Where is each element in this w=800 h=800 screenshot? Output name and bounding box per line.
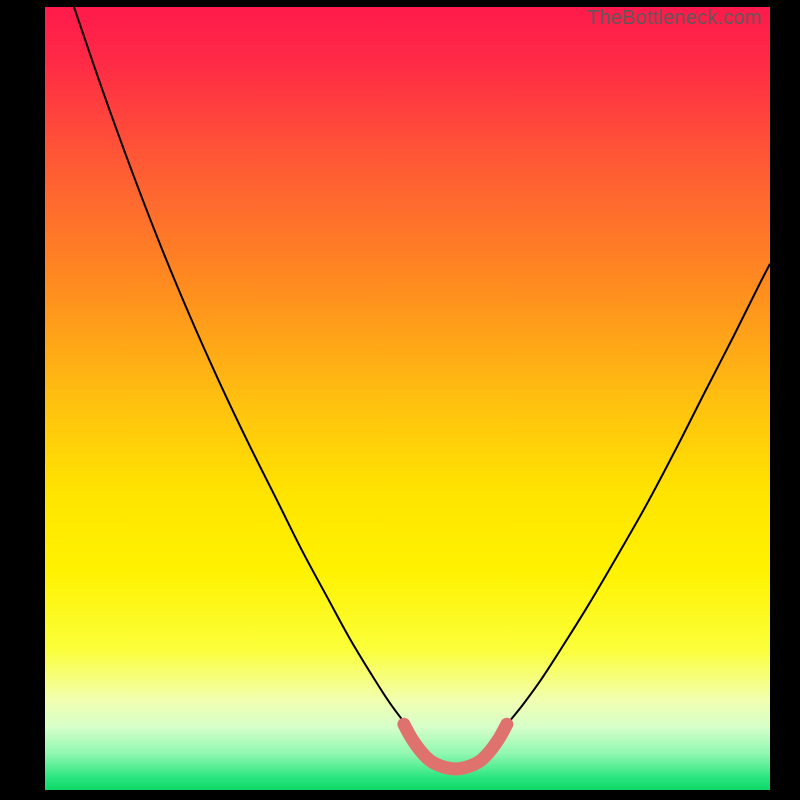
- indicator-path: [404, 724, 507, 769]
- frame-border-bottom: [0, 790, 800, 800]
- plot-area: TheBottleneck.com: [45, 7, 770, 790]
- frame-border-top: [0, 0, 800, 7]
- frame-border-left: [0, 0, 45, 800]
- bottleneck-chart: TheBottleneck.com: [0, 0, 800, 800]
- watermark-text: TheBottleneck.com: [587, 7, 762, 30]
- frame-border-right: [770, 0, 800, 800]
- optimal-range-indicator: [45, 7, 770, 790]
